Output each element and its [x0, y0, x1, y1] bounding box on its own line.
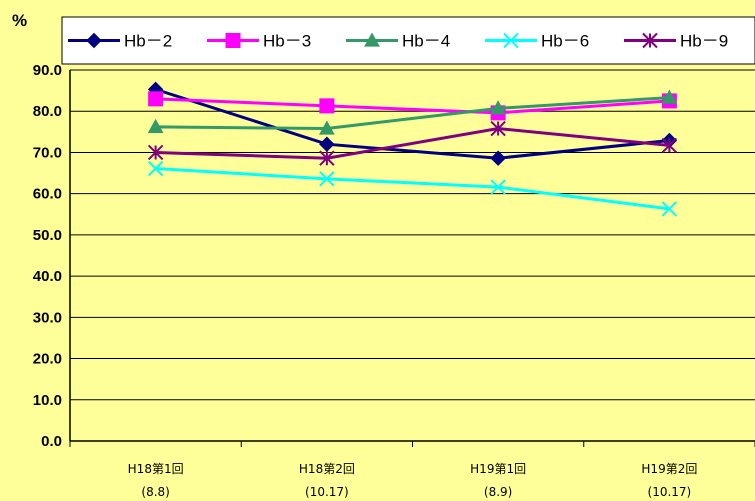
y-tick-label: 40.0	[33, 268, 62, 285]
legend-label: Hb－6	[541, 32, 589, 51]
x-tick-sublabel: (10.17)	[305, 485, 349, 499]
legend-label: Hb－3	[263, 32, 311, 51]
y-tick-label: 80.0	[33, 103, 62, 120]
series-group	[147, 81, 678, 217]
data-point	[490, 150, 506, 166]
data-point	[319, 98, 335, 114]
data-point	[661, 137, 678, 154]
data-point	[642, 32, 658, 49]
y-tick-label: 90.0	[33, 62, 62, 79]
data-point	[225, 33, 241, 48]
y-axis-ticks: 0.0 10.0 20.0 30.0 40.0 50.0 60.0 70.0 80.0 90.0	[33, 62, 62, 450]
legend-item: Hb－6	[485, 32, 589, 51]
legend: Hb－2 Hb－3 Hb－4 Hb－6 Hb－9	[61, 16, 755, 65]
y-tick-label: 10.0	[33, 392, 62, 409]
data-point	[490, 100, 506, 115]
y-tick-label: 50.0	[33, 227, 62, 244]
series-line	[155, 97, 670, 115]
legend-label: Hb－9	[680, 32, 728, 51]
series-line	[155, 87, 670, 160]
data-point	[490, 120, 506, 137]
x-axis-ticks: H18第1回 (8.8) H18第2回 (10.17) H19第1回 (8.9) H19第2…	[128, 462, 698, 499]
data-point	[661, 89, 678, 104]
legend-label: Hb－2	[124, 32, 172, 51]
x-tick-label: H19第1回	[470, 462, 526, 476]
data-point	[319, 120, 335, 135]
x-tick-label: H19第2回	[641, 462, 697, 476]
y-tick-label: 60.0	[33, 186, 62, 203]
series-Hb－6	[147, 160, 678, 217]
series-line	[155, 127, 670, 160]
y-tick-label: 30.0	[33, 309, 62, 326]
data-point	[147, 144, 164, 161]
y-tick-label: 20.0	[33, 351, 62, 368]
legend-item: Hb－2	[68, 32, 172, 51]
data-point	[147, 118, 164, 133]
y-unit-label: %	[12, 11, 27, 30]
data-point	[319, 150, 335, 166]
data-point	[661, 201, 678, 217]
x-tick-sublabel: (8.9)	[484, 485, 512, 499]
data-point	[86, 32, 102, 49]
legend-label: Hb－4	[402, 32, 450, 51]
y-tick-label: 0.0	[41, 433, 62, 450]
series-line	[155, 167, 670, 211]
series-Hb－9	[147, 120, 678, 166]
series-line	[155, 96, 670, 131]
y-tick-label: 70.0	[33, 144, 62, 161]
x-tick-sublabel: (10.17)	[648, 485, 692, 499]
series-Hb－3	[148, 91, 677, 121]
legend-item: Hb－9	[624, 32, 728, 51]
data-point	[364, 32, 380, 47]
x-tick-label: H18第1回	[128, 462, 184, 476]
legend-item: Hb－4	[346, 32, 450, 51]
data-point	[503, 32, 519, 49]
legend-item: Hb－3	[207, 32, 311, 51]
axes	[69, 70, 755, 447]
data-point	[148, 91, 164, 107]
data-point	[490, 179, 506, 195]
data-point	[319, 171, 335, 187]
x-tick-label: H18第2回	[299, 462, 355, 476]
data-point	[147, 160, 164, 177]
series-Hb－4	[147, 89, 678, 135]
x-tick-sublabel: (8.8)	[141, 485, 169, 499]
data-point	[319, 136, 335, 152]
